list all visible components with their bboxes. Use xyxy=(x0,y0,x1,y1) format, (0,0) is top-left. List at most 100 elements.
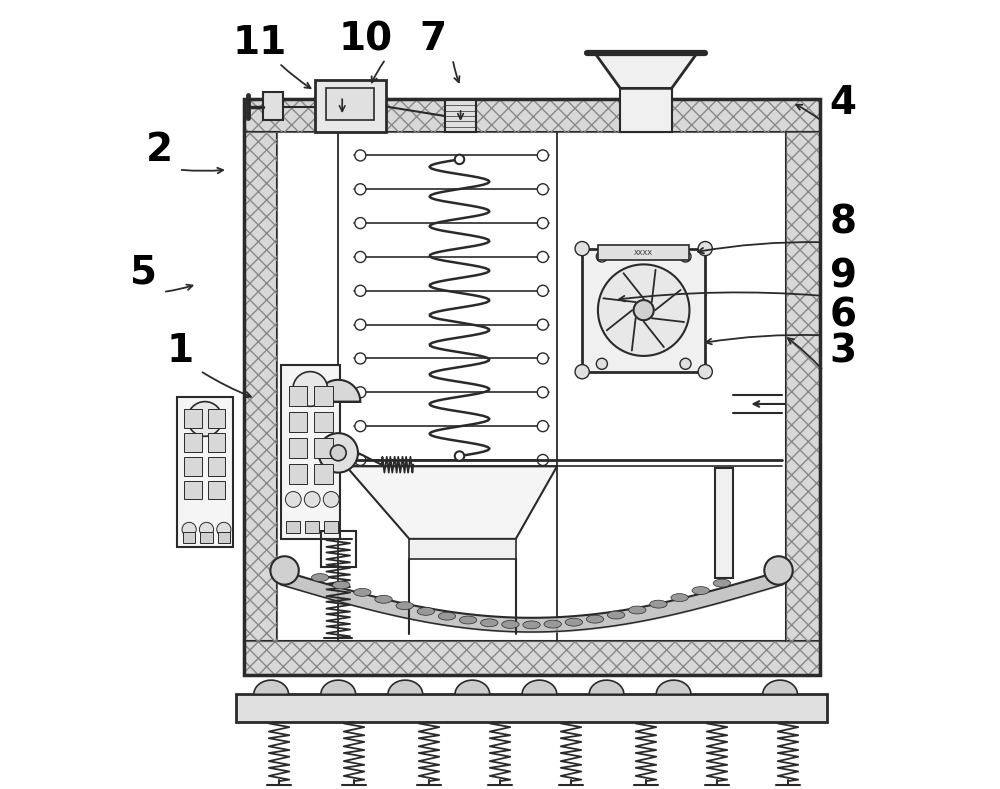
Polygon shape xyxy=(522,680,557,694)
Ellipse shape xyxy=(692,586,709,594)
Ellipse shape xyxy=(629,606,646,614)
Ellipse shape xyxy=(311,574,329,581)
Bar xyxy=(321,531,356,567)
Ellipse shape xyxy=(417,608,435,615)
Circle shape xyxy=(537,218,548,229)
Bar xyxy=(715,468,733,578)
Bar xyxy=(244,641,820,675)
Text: 3: 3 xyxy=(830,332,857,370)
Bar xyxy=(289,464,307,484)
Bar xyxy=(244,99,820,132)
Circle shape xyxy=(455,155,464,164)
Circle shape xyxy=(698,241,712,256)
Bar xyxy=(208,433,225,452)
Circle shape xyxy=(537,184,548,195)
Circle shape xyxy=(182,522,196,537)
Bar xyxy=(236,694,827,722)
Bar xyxy=(184,457,202,476)
Circle shape xyxy=(188,402,222,436)
Ellipse shape xyxy=(713,579,731,587)
Bar xyxy=(244,99,820,675)
Bar xyxy=(314,438,333,458)
Bar xyxy=(244,641,820,675)
Bar xyxy=(244,132,277,641)
Bar xyxy=(184,409,202,428)
Circle shape xyxy=(355,218,366,229)
Circle shape xyxy=(355,184,366,195)
Bar xyxy=(786,132,820,641)
Bar xyxy=(326,88,374,120)
Bar xyxy=(786,132,820,641)
Circle shape xyxy=(355,150,366,161)
Circle shape xyxy=(319,433,358,473)
Circle shape xyxy=(293,372,328,406)
Bar xyxy=(286,521,300,533)
Ellipse shape xyxy=(375,596,392,604)
Bar xyxy=(315,80,386,132)
Ellipse shape xyxy=(523,621,540,629)
Bar xyxy=(305,521,319,533)
Bar xyxy=(208,457,225,476)
Text: 6: 6 xyxy=(830,297,857,335)
Circle shape xyxy=(537,150,548,161)
Polygon shape xyxy=(589,680,624,694)
Circle shape xyxy=(330,445,346,461)
Circle shape xyxy=(537,353,548,364)
Ellipse shape xyxy=(607,611,625,619)
Text: 2: 2 xyxy=(146,131,173,169)
Bar xyxy=(244,99,820,132)
Circle shape xyxy=(285,492,301,507)
Text: 7: 7 xyxy=(419,21,446,58)
Ellipse shape xyxy=(544,620,561,628)
Bar xyxy=(208,409,225,428)
Text: 9: 9 xyxy=(830,257,857,295)
Polygon shape xyxy=(254,680,289,694)
Circle shape xyxy=(270,556,299,585)
Ellipse shape xyxy=(459,616,477,624)
Circle shape xyxy=(455,451,464,461)
Polygon shape xyxy=(595,53,697,88)
Text: 8: 8 xyxy=(830,204,857,241)
Circle shape xyxy=(598,264,689,356)
Bar xyxy=(208,481,225,499)
Circle shape xyxy=(537,286,548,297)
Ellipse shape xyxy=(396,602,413,610)
Polygon shape xyxy=(388,680,423,694)
Circle shape xyxy=(680,358,691,369)
Bar xyxy=(218,532,230,543)
Bar xyxy=(281,365,340,539)
Ellipse shape xyxy=(586,615,604,623)
Circle shape xyxy=(304,492,320,507)
Bar xyxy=(314,412,333,432)
Polygon shape xyxy=(656,680,691,694)
Bar xyxy=(200,532,213,543)
Circle shape xyxy=(355,421,366,432)
Circle shape xyxy=(537,252,548,263)
Ellipse shape xyxy=(481,619,498,626)
Ellipse shape xyxy=(438,612,456,620)
Bar xyxy=(277,132,786,641)
Bar xyxy=(314,386,333,406)
Ellipse shape xyxy=(671,593,688,601)
Ellipse shape xyxy=(502,620,519,628)
Circle shape xyxy=(199,522,214,537)
Text: 5: 5 xyxy=(130,253,157,291)
Ellipse shape xyxy=(354,589,371,596)
Text: 4: 4 xyxy=(830,84,857,122)
Circle shape xyxy=(355,387,366,398)
Polygon shape xyxy=(346,466,557,539)
Circle shape xyxy=(680,251,691,262)
Ellipse shape xyxy=(565,619,583,626)
Bar xyxy=(409,539,516,559)
Polygon shape xyxy=(316,380,360,402)
Ellipse shape xyxy=(333,581,350,589)
Circle shape xyxy=(355,286,366,297)
Text: 10: 10 xyxy=(339,21,393,58)
Text: 11: 11 xyxy=(232,24,286,62)
Circle shape xyxy=(323,492,339,507)
Bar xyxy=(177,397,233,547)
Text: XXXX: XXXX xyxy=(634,249,653,256)
Circle shape xyxy=(355,252,366,263)
Circle shape xyxy=(355,319,366,330)
Circle shape xyxy=(355,454,366,466)
